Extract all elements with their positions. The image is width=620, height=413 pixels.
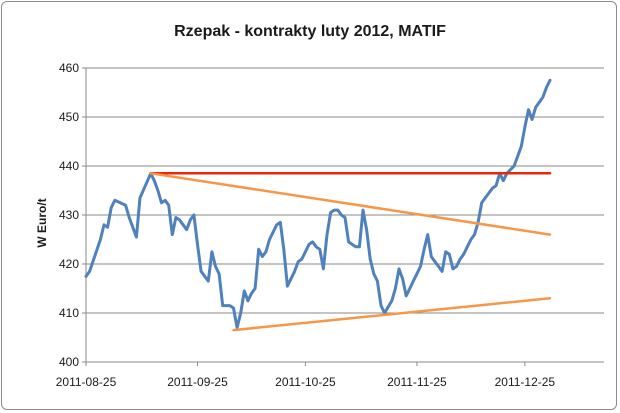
x-tick-label: 2011-12-25 [495,375,556,389]
x-tick-label: 2011-08-25 [56,375,117,389]
chart-title: Rzepak - kontrakty luty 2012, MATIF [174,23,446,40]
series-group [84,78,552,332]
y-tick-label: 430 [59,208,79,222]
y-tick-label: 400 [59,355,79,369]
axes [85,68,604,363]
x-tick-label: 2011-09-25 [167,375,228,389]
x-tick-labels: 2011-08-25 2011-09-25 2011-10-25 2011-11-25… [56,362,556,389]
y-tick-label: 450 [59,110,79,124]
y-tick-label: 410 [59,306,79,320]
y-axis-label: W Euro/t [35,198,49,247]
price-series-line [84,78,552,330]
x-tick-label: 2011-11-25 [387,375,447,389]
x-tick-label: 2011-10-25 [275,375,336,389]
triangle-trend-line [232,297,552,332]
triangle-trend-line [149,172,552,236]
gridlines [82,67,604,363]
y-tick-label: 460 [59,61,79,75]
y-tick-label: 440 [59,159,79,173]
y-tick-label: 420 [59,257,79,271]
y-tick-labels: 400 410 420 430 440 450 460 [59,61,79,369]
